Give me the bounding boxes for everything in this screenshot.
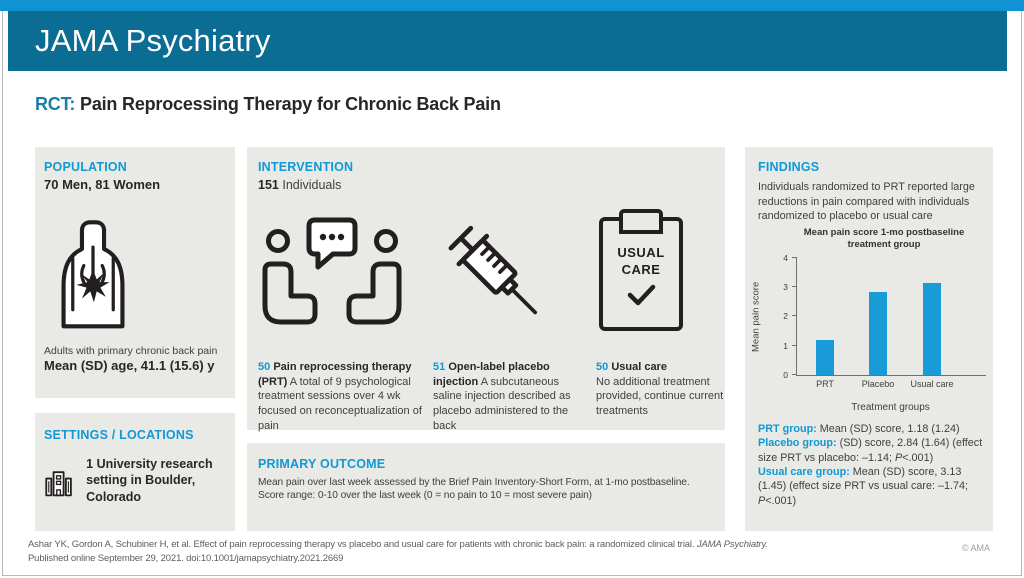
x-category-label: Usual care (910, 378, 954, 389)
stat-placebo: Placebo group: (SD) score, 2.84 (1.64) (… (758, 437, 983, 464)
bar-chart: Mean pain score 1-mo postbaseline treatm… (745, 227, 993, 413)
population-heading: POPULATION (44, 160, 128, 174)
y-tick-mark (792, 373, 797, 375)
checkmark-icon (627, 284, 656, 306)
population-description: Adults with primary chronic back pain (44, 345, 218, 357)
primary-outcome-line1: Mean pain over last week assessed by the… (258, 477, 690, 488)
settings-text: 1 University research setting in Boulder… (86, 457, 213, 504)
y-tick-mark (792, 286, 797, 287)
citation: Ashar YK, Gordon A, Schubiner H, et al. … (28, 538, 948, 567)
findings-intro: Individuals randomized to PRT reported l… (758, 181, 975, 223)
findings-panel: FINDINGS Individuals randomized to PRT r… (745, 147, 993, 531)
study-title: Pain Reprocessing Therapy for Chronic Ba… (80, 94, 501, 114)
university-building-icon (45, 471, 72, 497)
stat-label: PRT group: (758, 423, 817, 435)
x-category-label: PRT (816, 378, 834, 389)
bar-prt (816, 340, 834, 375)
group-desc: A subcutaneous saline injection describe… (433, 375, 571, 432)
intervention-group-usual-care: 50 Usual care No additional treatment pr… (596, 360, 724, 419)
journal-title: JAMA Psychiatry (35, 23, 271, 58)
x-category-label: Placebo (861, 378, 895, 389)
primary-outcome-panel: PRIMARY OUTCOME Mean pain over last week… (247, 443, 725, 531)
x-axis-label: Treatment groups (851, 401, 930, 413)
group-desc: A total of 9 psychological treatment ses… (258, 375, 422, 432)
findings-stats: PRT group: Mean (SD) score, 1.18 (1.24) … (758, 422, 988, 508)
group-name: Pain reprocessing therapy (PRT) (258, 361, 412, 388)
therapy-session-icon (262, 217, 402, 325)
intervention-group-placebo: 51 Open-label placebo injection A subcut… (433, 360, 583, 433)
clipboard-label: USUAL CARE (617, 245, 665, 277)
bar-chart-plot: Mean pain score 0 1 2 3 4 PRT Placebo Usual car… (751, 253, 986, 389)
usual-care-clipboard-icon: USUAL CARE (599, 209, 683, 331)
y-tick-label: 1 (783, 340, 788, 351)
intervention-count: 151 Individuals (258, 178, 725, 192)
y-axis-label: Mean pain score (750, 281, 762, 352)
group-count: 51 (433, 361, 446, 373)
group-count: 50 (596, 361, 609, 373)
findings-heading: FINDINGS (758, 160, 820, 174)
copyright-notice: © AMA (961, 543, 990, 553)
population-count: 70 Men, 81 Women (44, 177, 161, 192)
citation-line2: Published online September 29, 2021. doi… (28, 553, 344, 565)
chart-title: Mean pain score 1-mo postbaseline treatm… (803, 227, 965, 250)
intervention-heading: INTERVENTION (258, 160, 354, 174)
study-type-label: RCT: (35, 94, 76, 114)
stat-label: Usual care group: (758, 466, 850, 479)
stat-usual-care: Usual care group: Mean (SD) score, 3.13 … (758, 466, 969, 507)
clipboard-clip (619, 209, 663, 234)
y-tick-mark (792, 256, 797, 258)
y-tick-label: 4 (783, 252, 788, 263)
y-tick-label: 0 (783, 369, 788, 380)
population-age: Mean (SD) age, 41.1 (15.6) y (44, 358, 215, 373)
group-name: Usual care (611, 361, 667, 373)
y-tick-label: 2 (783, 311, 788, 322)
group-desc: No additional treatment provided, contin… (596, 375, 724, 417)
y-tick-mark (792, 315, 797, 317)
group-count: 50 (258, 361, 271, 373)
intervention-panel: INTERVENTION 151 Individuals USUAL CARE (247, 147, 725, 433)
intervention-count-label: Individuals (282, 178, 342, 192)
settings-heading: SETTINGS / LOCATIONS (44, 428, 194, 442)
page-title: RCT: Pain Reprocessing Therapy for Chron… (35, 94, 501, 115)
stat-prt: PRT group: Mean (SD) score, 1.18 (1.24) (758, 423, 960, 435)
y-tick-label: 3 (783, 282, 788, 292)
citation-line1: Ashar YK, Gordon A, Schubiner H, et al. … (28, 539, 768, 550)
y-tick-mark (792, 344, 797, 346)
back-pain-icon (61, 220, 125, 329)
intervention-group-prt: 50 Pain reprocessing therapy (PRT) A tot… (258, 360, 424, 433)
bar-placebo (869, 291, 887, 375)
top-accent-strip (0, 0, 1024, 11)
syringe-icon (448, 225, 538, 315)
bar-usual-care (923, 283, 941, 375)
settings-panel: SETTINGS / LOCATIONS 1 University resear… (35, 413, 235, 531)
stat-label: Placebo group: (758, 437, 837, 450)
population-captions: Adults with primary chronic back pain Me… (44, 345, 230, 373)
journal-name-italic: JAMA Psychiatry. (696, 539, 768, 550)
group-name: Open-label placebo injection (433, 361, 550, 388)
intervention-count-number: 151 (258, 178, 279, 192)
population-panel: POPULATION 70 Men, 81 Women Adults with … (35, 147, 235, 398)
primary-outcome-line2: Score range: 0-10 over the last week (0 … (258, 490, 592, 501)
masthead: JAMA Psychiatry (8, 11, 1007, 71)
primary-outcome-heading: PRIMARY OUTCOME (258, 457, 386, 471)
